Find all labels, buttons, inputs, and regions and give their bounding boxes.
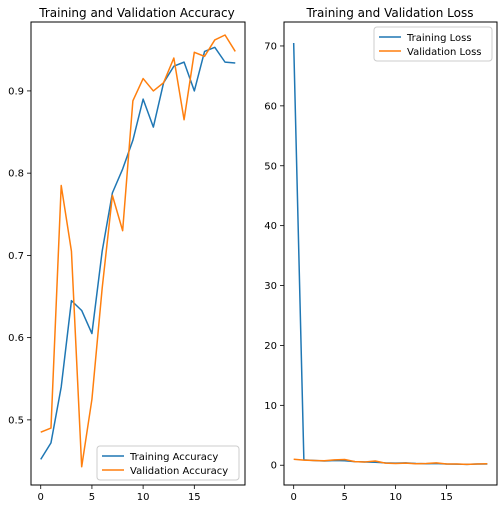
y-tick-label: 0.8 [8,169,24,180]
x-tick-label: 10 [389,492,402,503]
legend-label-validation: Validation Accuracy [130,466,228,477]
x-tick-label: 5 [341,492,347,503]
y-tick-label: 30 [264,281,277,292]
y-tick-label: 70 [264,41,277,52]
chart-title: Training and Validation Accuracy [38,6,234,20]
x-tick-label: 15 [440,492,453,503]
y-tick-label: 0.9 [8,86,24,97]
plot-area: 0 5 10 15 0.5 0.6 0.7 0.8 0.9 [8,34,236,503]
x-tick-label: 10 [137,492,150,503]
legend-label-training: Training Loss [406,33,472,44]
x-tick-label: 0 [38,492,44,503]
y-tick-label: 20 [264,341,277,352]
series-line-validation [40,34,236,468]
y-tick-label: 0.5 [8,415,24,426]
legend: Training Loss Validation Loss [373,26,493,62]
loss-chart: Training and Validation Loss 0 5 10 15 0 10 20… [264,6,498,503]
y-tick-label: 50 [264,161,277,172]
legend-box [96,445,240,481]
legend: Training Accuracy Validation Accuracy [96,445,240,481]
y-tick-label: 0.6 [8,333,24,344]
y-tick-label: 0.7 [8,251,24,262]
axes-frame [30,21,246,486]
x-tick-label: 5 [89,492,95,503]
chart-title: Training and Validation Loss [306,6,474,20]
legend-box [373,26,493,62]
x-tick-label: 15 [188,492,201,503]
x-tick-label: 0 [290,492,296,503]
series-line-training [292,42,488,466]
legend-label-validation: Validation Loss [407,47,482,58]
plot-area: 0 5 10 15 0 10 20 30 40 50 60 70 [264,41,488,503]
series-line-validation [293,458,488,466]
y-tick-label: 10 [264,401,277,412]
axes-frame [283,21,498,486]
y-tick-label: 40 [264,221,277,232]
y-tick-label: 60 [264,101,277,112]
legend-label-training: Training Accuracy [129,452,218,463]
series-line-training [40,46,236,460]
accuracy-chart: Training and Validation Accuracy 0 5 10 150… [8,6,246,503]
y-tick-label: 0 [271,461,277,472]
